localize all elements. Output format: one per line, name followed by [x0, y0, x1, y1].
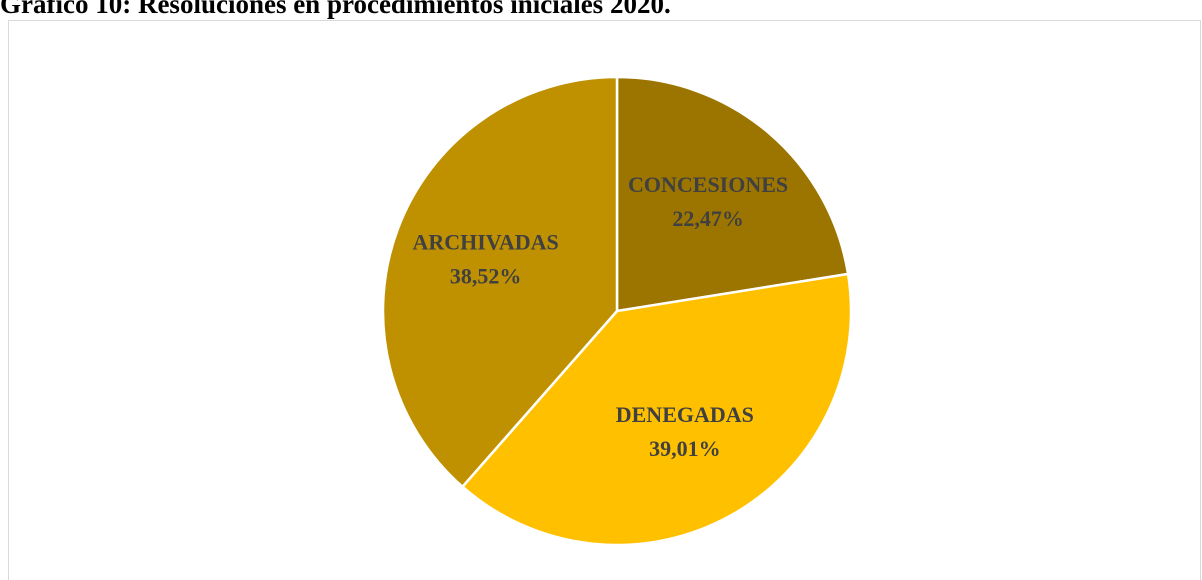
slice-category-label: ARCHIVADAS — [412, 230, 558, 255]
slice-value-label: 22,47% — [672, 206, 744, 231]
pie-slice — [460, 272, 853, 547]
slice-value-label: 39,01% — [649, 436, 721, 461]
slice-value-label: 38,52% — [450, 264, 522, 289]
slice-category-label: CONCESIONES — [628, 172, 788, 197]
pie-slice — [615, 75, 850, 313]
slice-category-label: DENEGADAS — [616, 402, 754, 427]
pie-slice — [381, 75, 619, 489]
chart-title: Gráfico 10: Resoluciones en procedimient… — [0, 0, 671, 19]
